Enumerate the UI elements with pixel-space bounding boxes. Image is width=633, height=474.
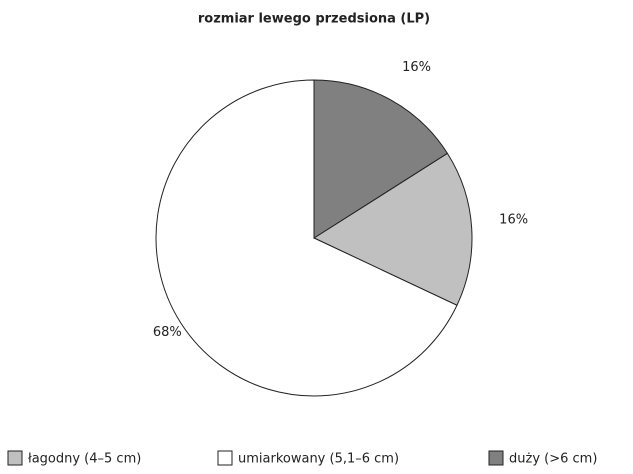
legend-label: umiarkowany (5,1–6 cm) — [238, 452, 399, 467]
legend-swatch — [7, 450, 23, 466]
pie-slice — [313, 79, 449, 239]
legend-swatch — [217, 450, 233, 466]
chart-title: rozmiar lewego przedsiona (LP) — [198, 12, 430, 27]
data-label: 16% — [499, 213, 528, 228]
pie-slice — [312, 152, 473, 306]
data-label: 16% — [402, 60, 431, 75]
legend-label: łagodny (4–5 cm) — [28, 452, 141, 467]
legend-label: duży (>6 cm) — [509, 452, 597, 467]
legend-swatch — [488, 450, 504, 466]
data-label: 68% — [153, 325, 182, 340]
pie-slice — [155, 79, 458, 397]
